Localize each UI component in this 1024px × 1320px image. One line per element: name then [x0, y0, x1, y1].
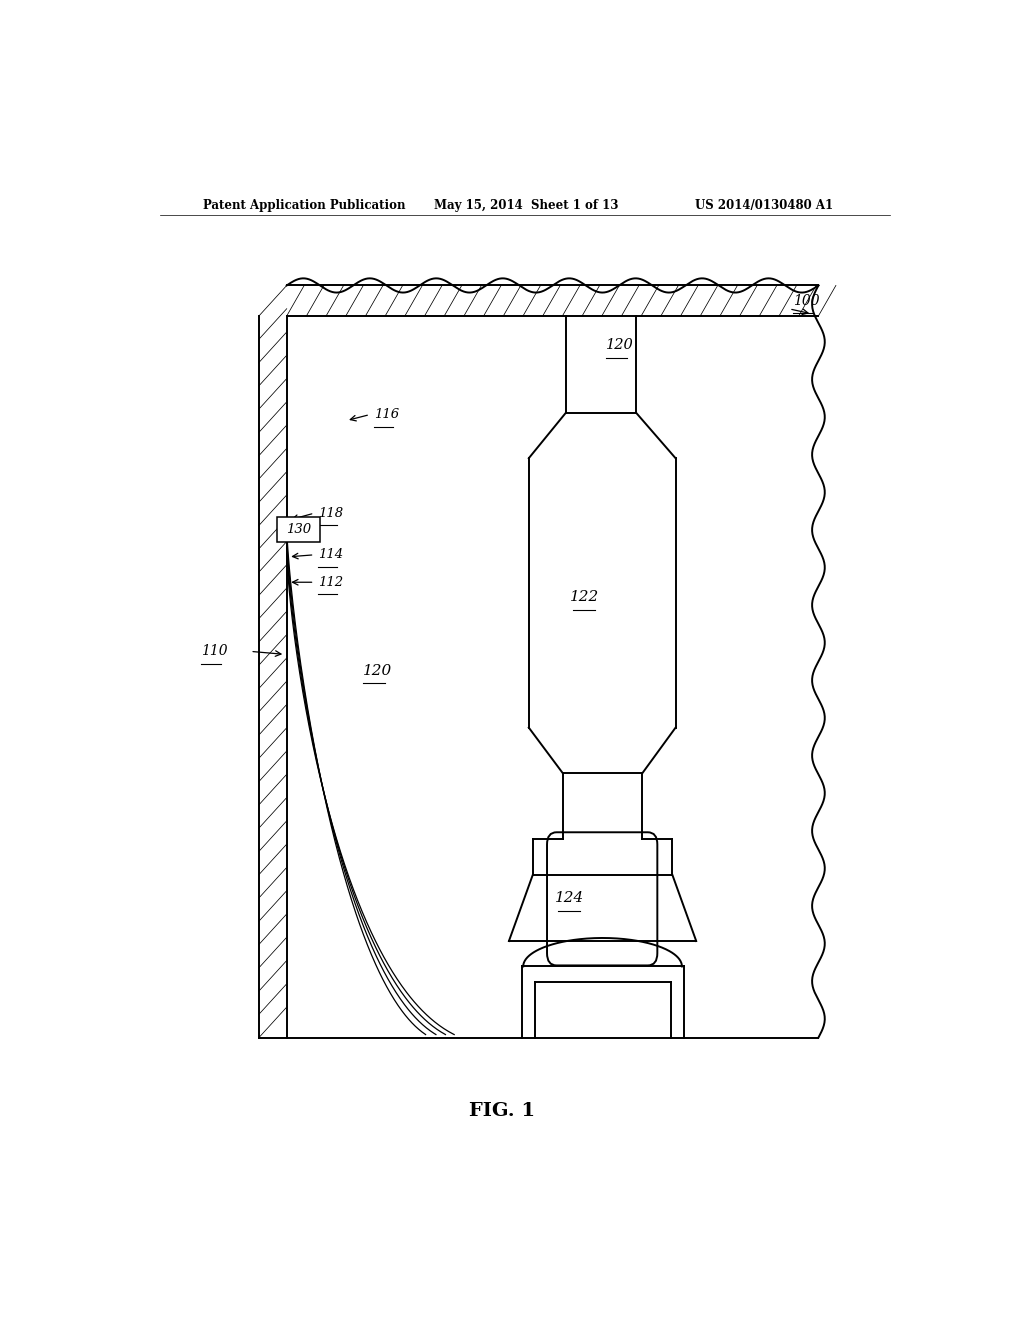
Text: 100: 100: [793, 293, 819, 308]
Text: 130: 130: [286, 523, 311, 536]
Text: FIG. 1: FIG. 1: [469, 1102, 536, 1119]
Text: 124: 124: [555, 891, 584, 906]
Text: 120: 120: [606, 338, 634, 352]
Text: 118: 118: [318, 507, 344, 520]
Text: 116: 116: [374, 408, 399, 421]
Bar: [278, 517, 321, 541]
Text: Patent Application Publication: Patent Application Publication: [204, 199, 406, 213]
Text: 112: 112: [318, 576, 344, 589]
Text: 110: 110: [201, 644, 227, 659]
Text: 122: 122: [569, 590, 599, 605]
Text: US 2014/0130480 A1: US 2014/0130480 A1: [695, 199, 834, 213]
Text: 114: 114: [318, 548, 344, 561]
Text: 120: 120: [362, 664, 392, 677]
Text: May 15, 2014  Sheet 1 of 13: May 15, 2014 Sheet 1 of 13: [433, 199, 618, 213]
